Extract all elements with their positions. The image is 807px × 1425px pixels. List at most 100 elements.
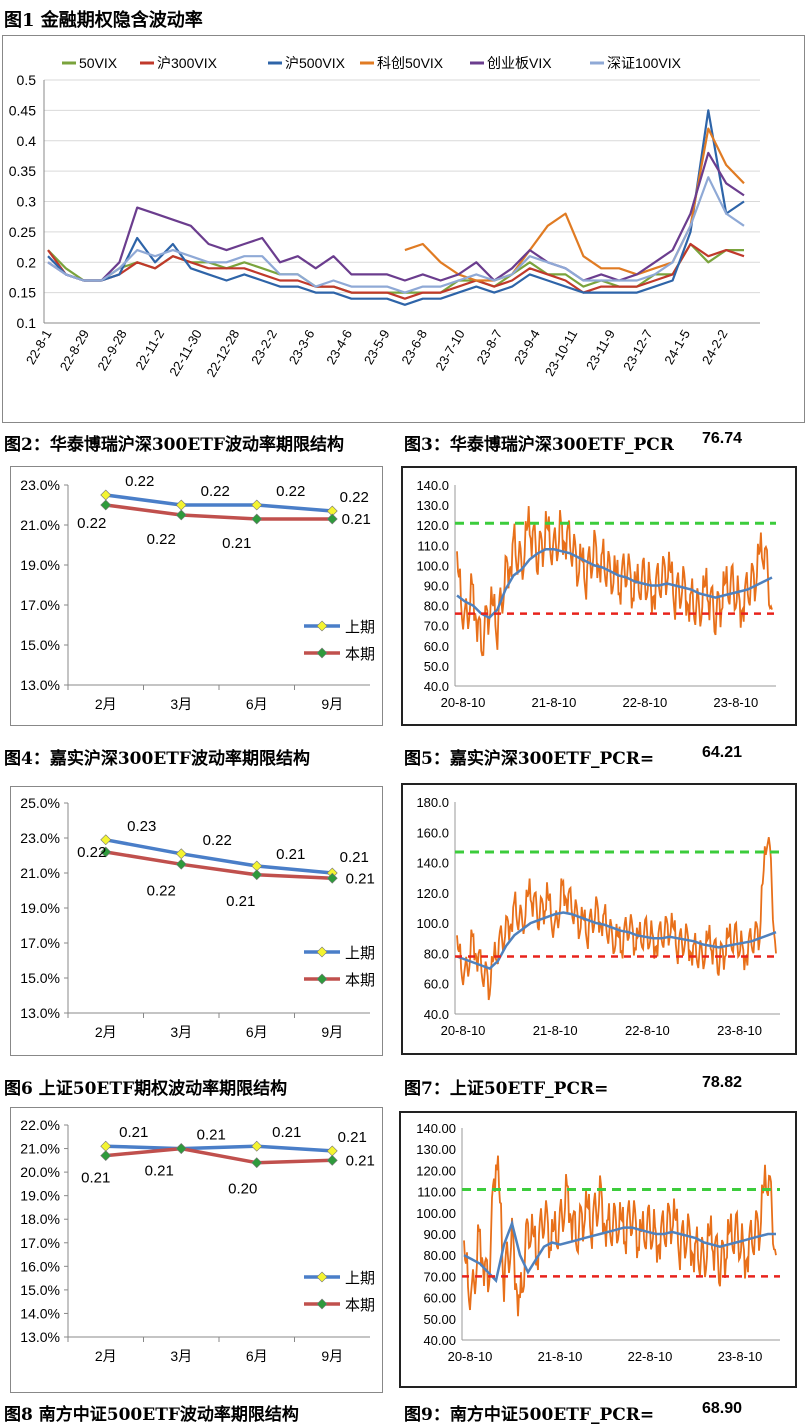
data-label: 0.22: [125, 473, 154, 490]
data-marker: [175, 848, 187, 860]
data-marker: [100, 834, 112, 846]
y-tick-label: 70.0: [424, 619, 449, 634]
data-label: 0.21: [197, 1127, 226, 1144]
y-tick-label: 140.00: [416, 1121, 456, 1136]
y-tick-label: 140.0: [416, 856, 449, 871]
y-tick-label: 0.3: [17, 194, 37, 210]
data-label: 0.21: [340, 849, 369, 866]
x-tick-label: 9月: [321, 696, 343, 712]
fig9-caption: 图9：南方中证500ETF_PCR=: [404, 1405, 655, 1425]
legend-label: 科创50VIX: [377, 55, 444, 71]
legend-label: 沪300VIX: [157, 55, 218, 71]
y-tick-label: 50.00: [423, 1312, 456, 1327]
y-tick-label: 23.0%: [20, 830, 60, 846]
data-label: 0.22: [340, 489, 369, 506]
data-marker: [175, 509, 187, 521]
series-line: [105, 1144, 333, 1153]
y-tick-label: 90.00: [423, 1227, 456, 1242]
x-tick-label: 2月: [95, 696, 117, 712]
data-marker: [100, 846, 112, 858]
data-label: 0.22: [77, 844, 106, 861]
data-label: 0.21: [338, 1129, 367, 1146]
y-tick-label: 21.0%: [20, 517, 60, 533]
y-tick-label: 21.0%: [20, 865, 60, 881]
x-tick-label: 6月: [246, 1348, 268, 1364]
y-tick-label: 0.25: [9, 224, 36, 240]
data-label: 0.22: [147, 531, 176, 548]
vix-chart: 0.10.150.20.250.30.350.40.450.522-8-1 22-…: [9, 55, 760, 380]
legend-label: 本期: [345, 972, 375, 989]
y-tick-label: 15.0%: [20, 970, 60, 986]
x-tick-label: 20-8-10: [441, 1023, 486, 1038]
y-tick-label: 60.00: [423, 1291, 456, 1306]
legend-marker: [316, 647, 328, 659]
fig2-caption: 图2：华泰博瑞沪深300ETF波动率期限结构: [4, 435, 344, 455]
x-tick-label: 9月: [321, 1024, 343, 1040]
y-tick-label: 0.15: [9, 285, 36, 301]
data-marker: [251, 513, 263, 525]
y-tick-label: 60.0: [424, 977, 449, 992]
y-tick-label: 110.0: [417, 538, 449, 553]
y-tick-label: 120.00: [416, 1163, 456, 1178]
fig5-value: 64.21: [702, 744, 743, 761]
y-tick-label: 130.00: [416, 1142, 456, 1157]
pcr-moving-average-line: [463, 1219, 776, 1284]
fig3-value: 76.74: [702, 430, 743, 447]
data-marker: [251, 499, 263, 511]
x-tick-label: 20-8-10: [448, 1349, 493, 1364]
y-tick-label: 180.0: [416, 795, 449, 810]
series-line: [105, 493, 333, 513]
fig5-caption: 图5：嘉实沪深300ETF_PCR=: [404, 749, 655, 769]
x-tick-label: 23-8-10: [713, 695, 758, 710]
fig1-caption: 图1 金融期权隐含波动率: [4, 10, 203, 31]
data-label: 0.21: [81, 1170, 110, 1187]
vix-chart-frame: [2, 35, 805, 423]
y-tick-label: 100.0: [416, 916, 449, 931]
data-label: 0.20: [228, 1181, 257, 1198]
legend-label: 上期: [345, 945, 375, 962]
y-tick-label: 40.0: [424, 1007, 449, 1022]
legend-label: 上期: [345, 619, 375, 636]
y-tick-label: 110.00: [417, 1185, 456, 1200]
legend-label: 50VIX: [79, 55, 118, 71]
x-tick-label: 3月: [170, 696, 192, 712]
data-label: 0.22: [203, 832, 232, 849]
y-tick-label: 0.1: [17, 315, 37, 331]
y-tick-label: 0.2: [17, 254, 37, 270]
legend-label: 深证100VIX: [607, 55, 682, 71]
y-tick-label: 90.0: [424, 579, 449, 594]
y-tick-label: 21.0%: [20, 1141, 60, 1157]
data-marker: [175, 1143, 187, 1154]
legend-label: 沪500VIX: [285, 55, 346, 71]
y-tick-label: 80.00: [423, 1248, 456, 1263]
y-tick-label: 14.0%: [20, 1305, 60, 1321]
y-tick-label: 15.0%: [20, 637, 60, 653]
y-tick-label: 16.0%: [20, 1258, 60, 1274]
y-tick-label: 80.0: [424, 599, 449, 614]
data-label: 0.21: [346, 1152, 375, 1169]
y-tick-label: 19.0%: [20, 1188, 60, 1204]
data-marker: [100, 1150, 112, 1162]
x-tick-label: 23-8-10: [718, 1349, 763, 1364]
data-label: 0.22: [147, 882, 176, 899]
y-tick-label: 70.00: [423, 1269, 456, 1284]
y-tick-label: 15.0%: [20, 1282, 60, 1298]
data-marker: [251, 1140, 263, 1152]
legend-marker: [316, 1298, 328, 1310]
y-tick-label: 120.0: [416, 886, 449, 901]
data-label: 0.21: [119, 1124, 148, 1141]
pcr-line: [456, 837, 777, 1001]
y-tick-label: 0.5: [17, 72, 37, 88]
y-tick-label: 23.0%: [20, 477, 60, 493]
series-line: [105, 1146, 333, 1165]
x-tick-label: 3月: [170, 1024, 192, 1040]
data-marker: [326, 1154, 338, 1166]
legend-marker: [316, 620, 328, 632]
fig4-caption: 图4：嘉实沪深300ETF波动率期限结构: [4, 749, 310, 769]
fig7-value: 78.82: [702, 1074, 743, 1091]
y-tick-label: 17.0%: [20, 1235, 60, 1251]
y-tick-label: 19.0%: [20, 557, 60, 573]
